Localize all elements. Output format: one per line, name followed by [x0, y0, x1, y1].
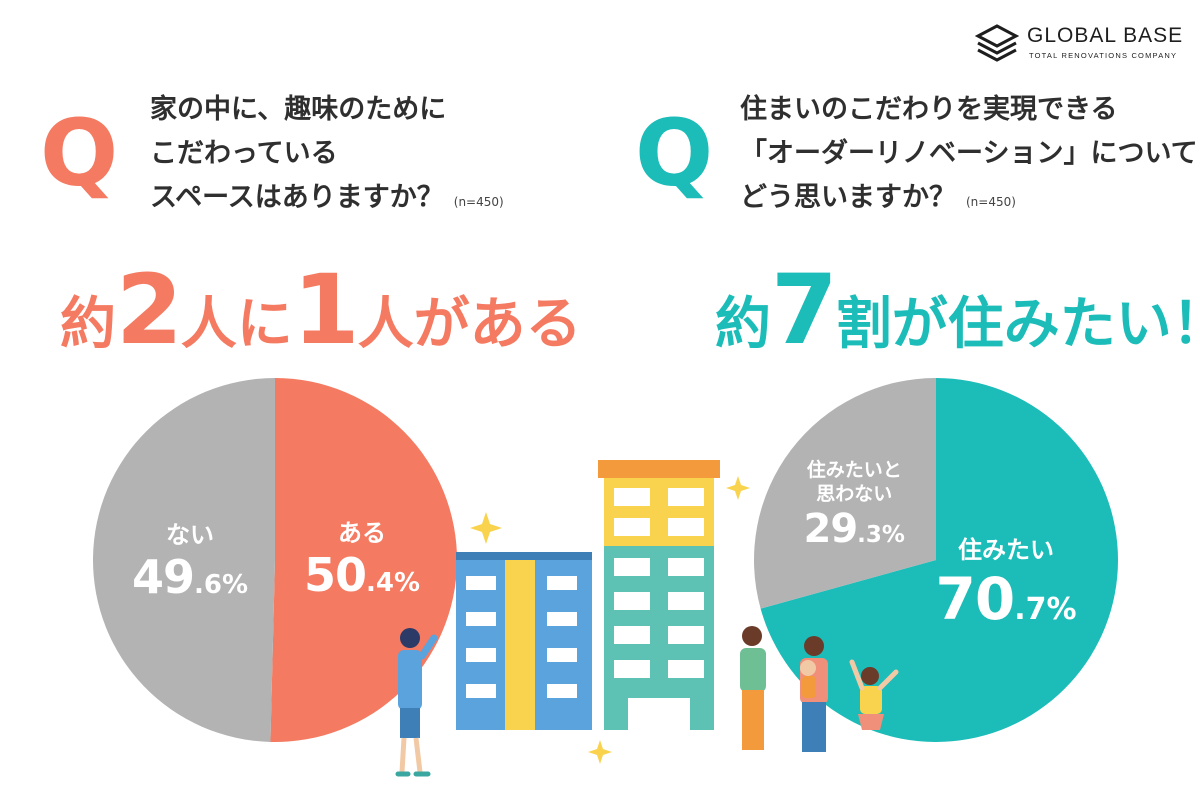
headline-right-part: 約: [715, 292, 771, 357]
question-left-line: 家の中に、趣味のために: [150, 94, 447, 125]
slice-name: 思わない: [816, 483, 893, 505]
headline-left-number: 2: [116, 254, 183, 366]
question-mark-left: Q: [40, 100, 119, 207]
buildings-illustration: [456, 460, 750, 764]
pie-right-slice-0: [760, 378, 1118, 742]
question-left-line: スペースはありますか？ (n=450): [150, 176, 504, 224]
pie-chart-right: [754, 378, 1118, 742]
headline-left: 約2人に1人がある: [60, 262, 582, 358]
headline-right: 約7割が住みたい！: [715, 262, 1200, 358]
global-base-logo: GLOBAL BASE TOTAL RENOVATIONS COMPANY: [975, 22, 1185, 66]
slice-name: 住みたいと: [806, 459, 902, 481]
slice-label-sumitakunai: 住みたいと 思わない 29.3%: [804, 458, 905, 552]
headline-left-part: 人がある: [357, 292, 582, 357]
pie-chart-left: [93, 378, 458, 742]
headline-left-number: 1: [292, 254, 360, 366]
slice-label-sumitai: 住みたい 70.7%: [936, 535, 1077, 633]
headline-right-number: 7: [771, 254, 838, 366]
logo-tagline: TOTAL RENOVATIONS COMPANY: [1029, 51, 1178, 60]
slice-value: 50.4%: [304, 548, 421, 602]
slice-value: 29.3%: [803, 506, 905, 552]
slice-name: ある: [338, 519, 387, 547]
headline-left-part: 人に: [180, 292, 293, 357]
sample-size-right: (n=450): [966, 195, 1016, 209]
question-right-line-text: どう思いますか？: [740, 182, 956, 213]
logo-name: GLOBAL BASE: [1027, 24, 1184, 47]
presenter-illustration: [395, 628, 438, 777]
question-mark-right: Q: [635, 100, 714, 207]
headline-right-part: 割が住みたい！: [835, 292, 1200, 357]
question-left: 家の中に、趣味のために こだわっている スペースはありますか？ (n=450): [150, 88, 504, 224]
family-illustration: [740, 626, 899, 752]
slice-value: 49.6%: [132, 550, 249, 604]
question-left-line: こだわっている: [150, 138, 338, 169]
slice-name: ない: [166, 521, 215, 549]
question-right-line: 「オーダーリノベーション」について: [740, 138, 1198, 169]
pie-left-slice-1: [93, 378, 276, 742]
question-right: 住まいのこだわりを実現できる 「オーダーリノベーション」について どう思いますか…: [740, 88, 1198, 224]
headline-left-part: 約: [60, 292, 116, 357]
question-right-line: 住まいのこだわりを実現できる: [740, 94, 1118, 125]
slice-name: 住みたい: [958, 536, 1055, 564]
question-right-line: どう思いますか？ (n=450): [740, 176, 1198, 224]
logo-mark-icon: [975, 24, 1019, 62]
sample-size-left: (n=450): [453, 195, 504, 209]
slice-value: 70.7%: [935, 565, 1077, 633]
question-left-line-text: スペースはありますか？: [150, 182, 444, 213]
pie-right-slice-1: [754, 378, 936, 609]
slice-label-aru: ある 50.4%: [304, 518, 420, 602]
slice-label-nai: ない 49.6%: [132, 520, 248, 604]
